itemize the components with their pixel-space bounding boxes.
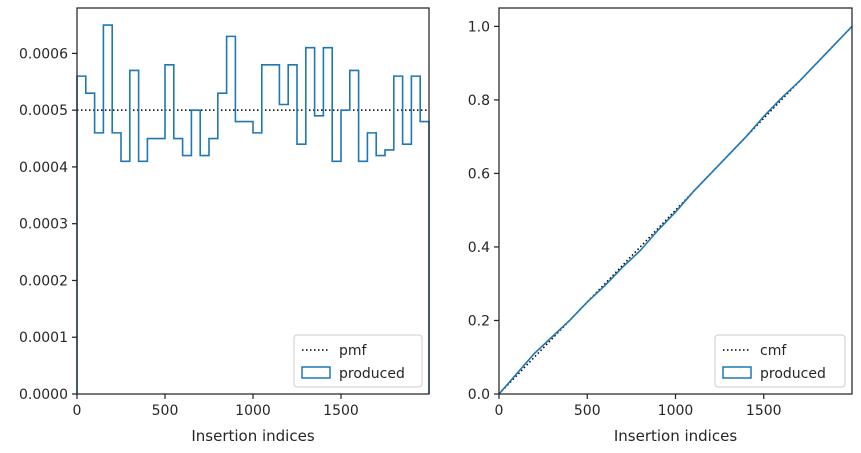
y-tick-label: 0.0006: [19, 46, 68, 62]
chart-panel-pmf: 0 500 1000 1500 0.0000 0.0001 0.0002 0.0003 0.00…: [19, 7, 430, 445]
legend-label-cmf: cmf: [760, 343, 787, 359]
x-tick-label: 0: [73, 403, 82, 419]
y-tick-label: 0.0005: [19, 103, 68, 119]
y-tick-label: 0.8: [468, 93, 490, 109]
y-tick-label: 0.0: [468, 387, 490, 403]
x-tick-label: 1500: [746, 403, 782, 419]
chart-panel-cmf: 0 500 1000 1500 0.0 0.2 0.4 0.6 0.8 1.0 Insertion …: [468, 7, 853, 445]
x-tick-label: 1000: [658, 403, 694, 419]
y-tick-label: 0.4: [468, 240, 490, 256]
legend-box: [293, 334, 423, 388]
x-tick-label: 500: [574, 403, 601, 419]
x-tick-label: 1500: [323, 403, 359, 419]
y-tick-label: 0.0002: [19, 273, 68, 289]
x-axis-label: Insertion indices: [191, 427, 314, 445]
legend-swatch-produced: [301, 366, 331, 379]
legend-label-produced: produced: [339, 366, 405, 382]
legend: pmf produced: [293, 334, 423, 388]
y-tick-label: 0.6: [468, 166, 490, 182]
y-tick-label: 1.0: [468, 19, 490, 35]
x-tick-label: 0: [495, 403, 504, 419]
legend-swatch-produced: [722, 366, 752, 379]
y-tick-label: 0.0001: [19, 330, 68, 346]
legend-box: [714, 334, 846, 388]
series-produced-line: [76, 24, 430, 394]
y-tick-label: 0.0000: [19, 387, 68, 403]
x-tick-label: 1000: [235, 403, 271, 419]
y-tick-label: 0.0004: [19, 160, 68, 176]
y-tick-label: 0.2: [468, 313, 490, 329]
legend: cmf produced: [714, 334, 846, 388]
x-axis-label: Insertion indices: [614, 427, 737, 445]
y-tick-label: 0.0003: [19, 217, 68, 233]
legend-label-pmf: pmf: [339, 343, 368, 359]
x-tick-label: 500: [152, 403, 179, 419]
legend-label-produced: produced: [760, 366, 826, 382]
series-produced-line: [498, 25, 853, 395]
